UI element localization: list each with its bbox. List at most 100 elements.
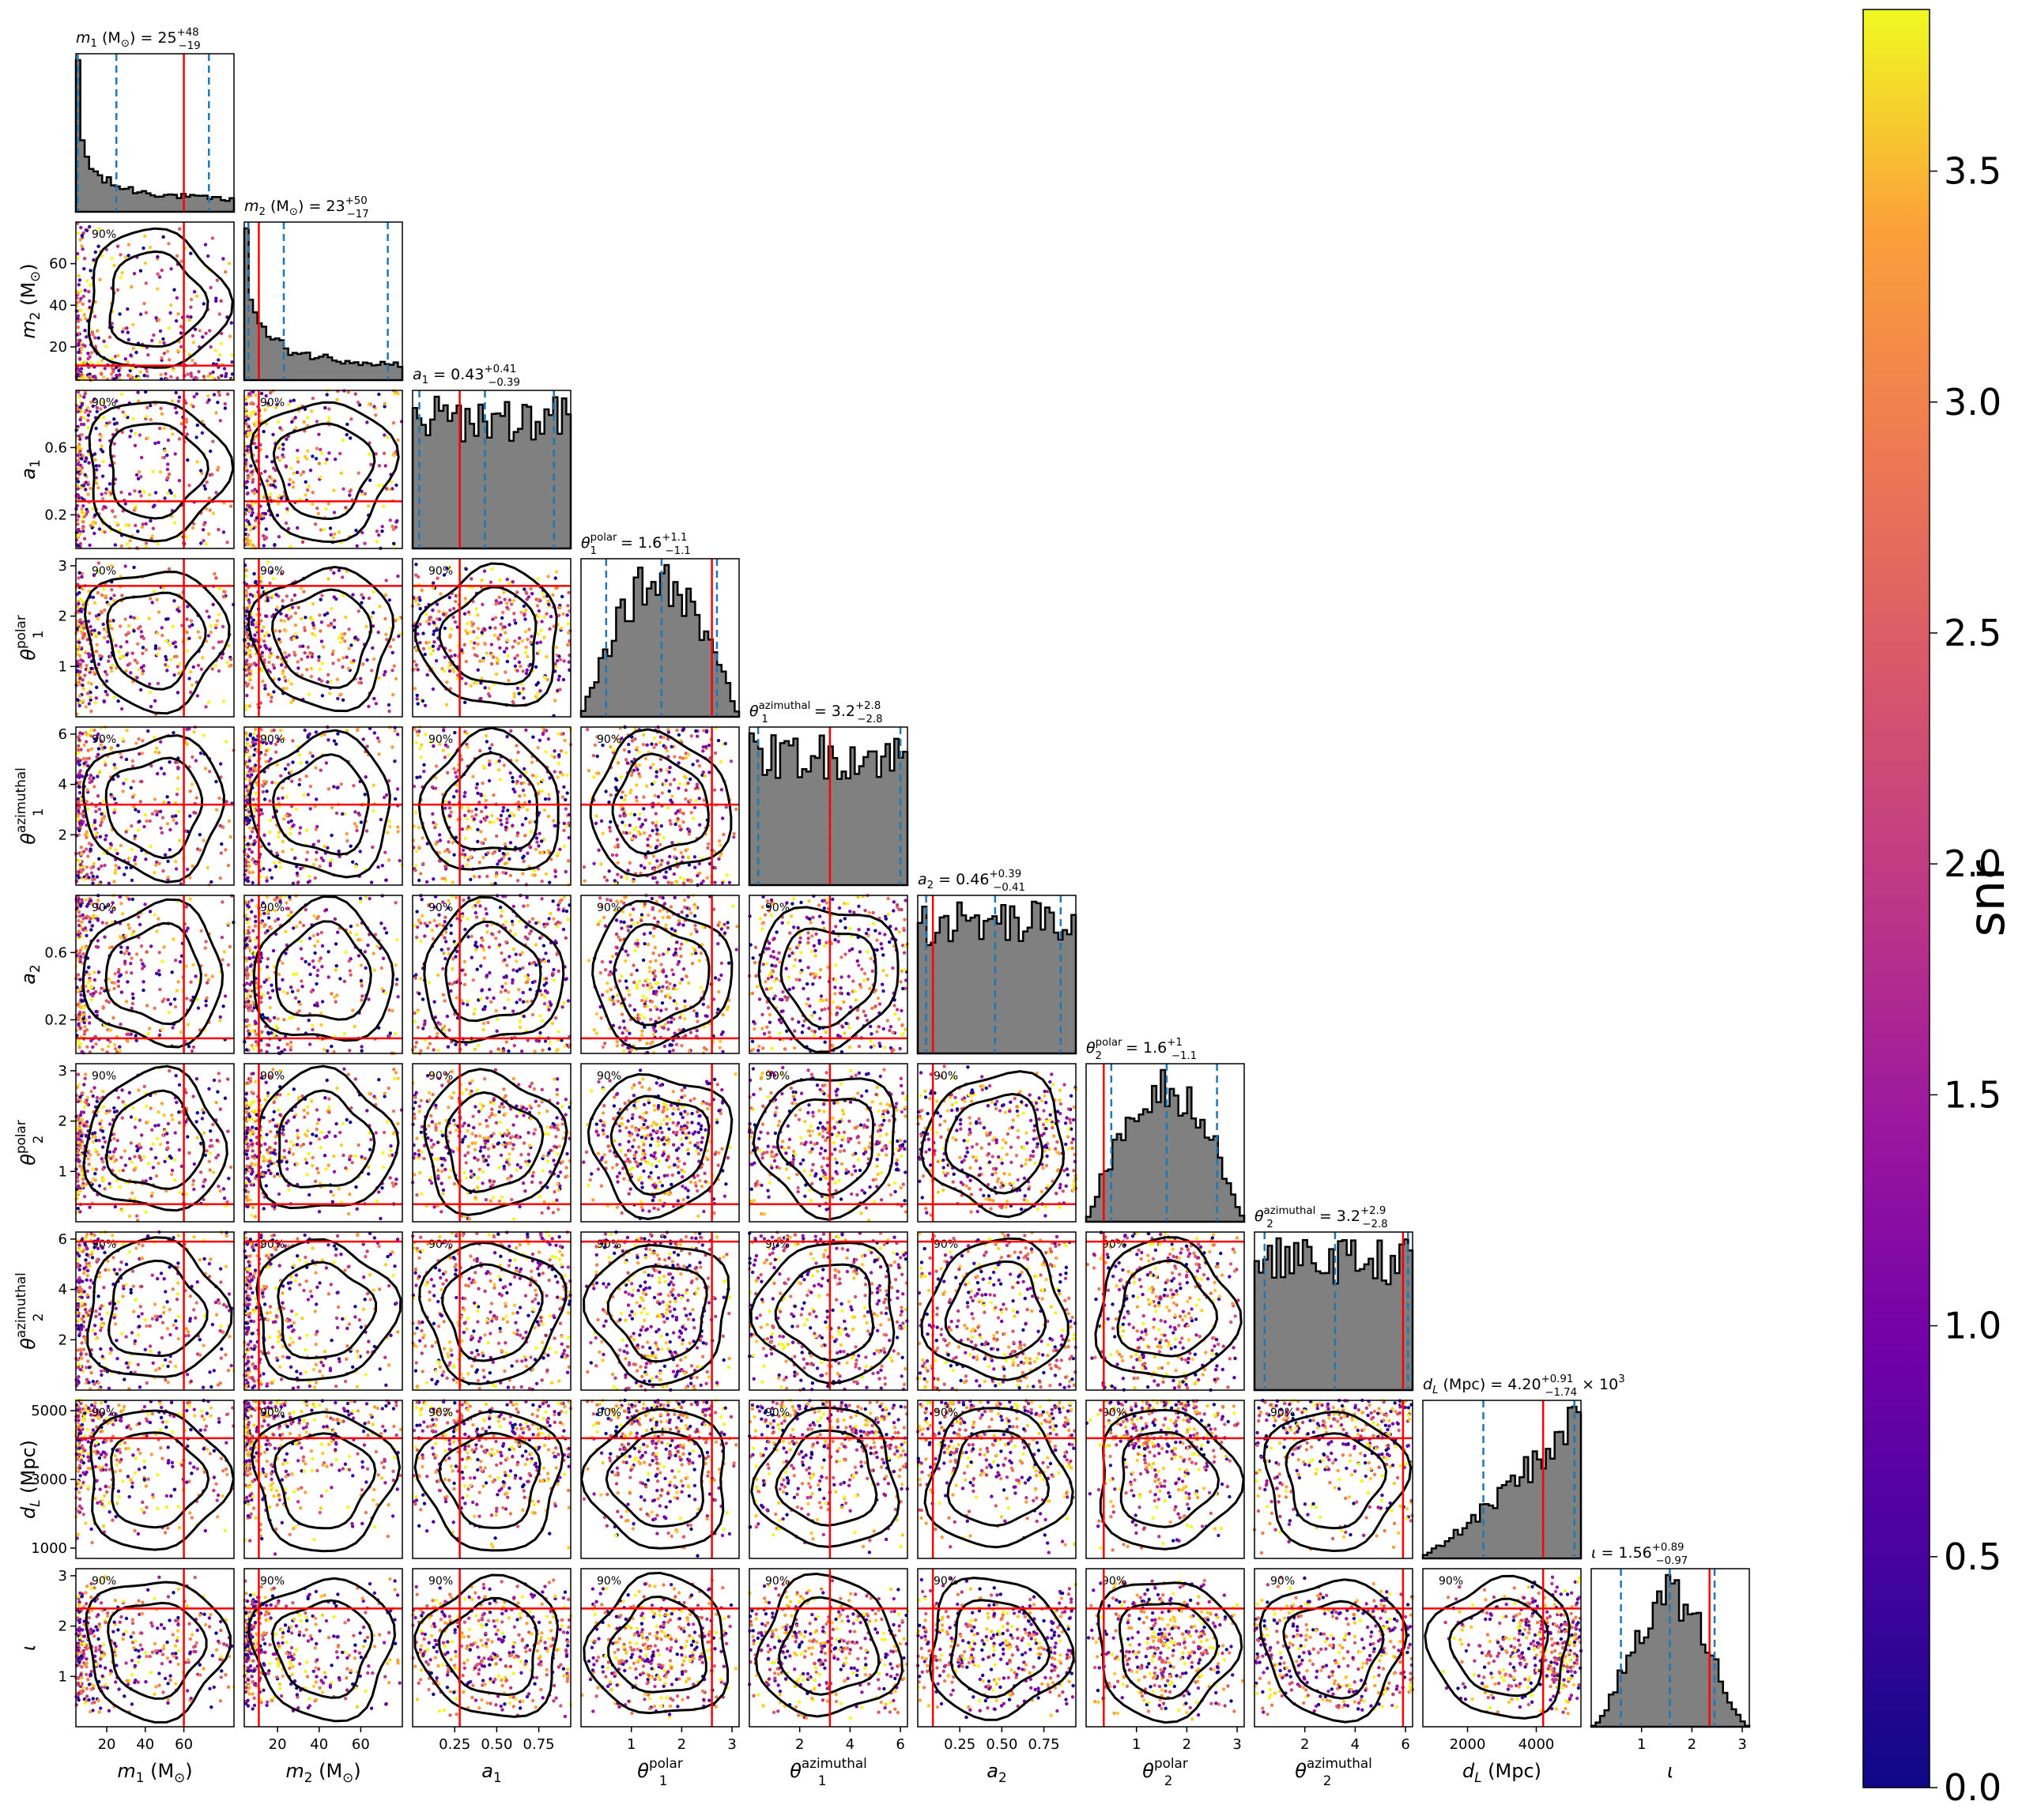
sample-point xyxy=(94,832,99,836)
sample-point xyxy=(228,334,232,338)
sample-point xyxy=(392,541,396,545)
sample-point xyxy=(192,290,197,294)
sample-point xyxy=(557,654,561,658)
sample-point xyxy=(92,970,96,974)
sample-point xyxy=(461,848,466,853)
sample-point xyxy=(266,401,270,405)
sample-point xyxy=(495,834,499,838)
sample-point xyxy=(158,329,163,333)
sample-point xyxy=(115,288,120,292)
sample-point xyxy=(397,616,401,620)
sample-point xyxy=(525,597,529,601)
sample-point xyxy=(538,640,543,644)
hist-panel-a1: a1 = 0.43+0.41 −0.39 xyxy=(411,364,572,550)
sample-point xyxy=(508,841,513,845)
sample-point xyxy=(332,785,336,789)
sample-point xyxy=(80,465,85,470)
sample-point xyxy=(677,733,681,737)
sample-point xyxy=(227,819,232,823)
sample-point xyxy=(221,257,225,261)
sample-point xyxy=(624,758,628,762)
sample-point xyxy=(166,462,170,466)
sample-point xyxy=(169,658,173,661)
sample-point xyxy=(345,422,349,427)
sample-point xyxy=(524,771,528,774)
sample-point xyxy=(78,987,82,992)
sample-point xyxy=(697,823,702,827)
sample-point xyxy=(301,923,306,928)
sample-point xyxy=(119,253,123,257)
sample-point xyxy=(167,242,171,246)
sample-point xyxy=(331,649,335,654)
sample-point xyxy=(129,786,133,789)
sample-point xyxy=(319,1023,323,1027)
sample-point xyxy=(496,637,500,641)
sample-point xyxy=(302,590,306,593)
sample-point xyxy=(465,732,470,736)
sample-point xyxy=(119,945,123,949)
sample-point xyxy=(164,658,168,661)
sample-point xyxy=(81,634,86,638)
sample-point xyxy=(306,793,311,797)
sample-point xyxy=(276,1017,280,1021)
sample-point xyxy=(542,635,546,639)
sample-point xyxy=(77,494,81,498)
sample-point xyxy=(334,942,338,946)
sample-point xyxy=(82,266,86,271)
sample-point xyxy=(275,605,279,609)
sample-point xyxy=(678,827,683,832)
sample-point xyxy=(643,866,647,870)
sample-point xyxy=(83,926,88,930)
sample-point xyxy=(414,864,418,868)
sample-point xyxy=(476,627,481,631)
sample-point xyxy=(298,778,302,782)
sample-point xyxy=(319,475,323,480)
sample-point xyxy=(511,775,515,780)
sample-point xyxy=(145,819,149,823)
sample-point xyxy=(175,787,180,791)
sample-point xyxy=(515,834,519,838)
sample-point xyxy=(128,539,132,543)
sample-point xyxy=(100,434,104,439)
sample-point xyxy=(118,312,122,316)
sample-point xyxy=(353,1024,357,1029)
sample-point xyxy=(108,842,113,846)
sample-point xyxy=(357,471,360,475)
sample-point xyxy=(87,915,91,920)
sample-point xyxy=(166,876,170,880)
sample-point xyxy=(251,857,255,862)
sample-point xyxy=(361,662,365,666)
sample-point xyxy=(92,573,96,578)
sample-point xyxy=(438,617,442,621)
sample-point xyxy=(164,639,168,643)
sample-point xyxy=(455,789,458,793)
sample-point xyxy=(311,502,315,507)
sample-point xyxy=(102,375,106,379)
sample-point xyxy=(326,680,330,684)
sample-point xyxy=(557,674,561,678)
sample-point xyxy=(466,809,471,813)
sample-point xyxy=(185,649,189,653)
sample-point xyxy=(419,756,423,759)
sample-point xyxy=(114,643,118,648)
sample-point xyxy=(327,407,331,411)
sample-point xyxy=(601,831,605,835)
sample-point xyxy=(357,609,360,613)
sample-point xyxy=(76,314,81,318)
sample-point xyxy=(153,797,157,801)
sample-point xyxy=(466,857,470,862)
sample-point xyxy=(92,452,97,456)
sample-point xyxy=(275,655,280,659)
sample-point xyxy=(126,360,130,364)
sample-point xyxy=(218,1015,222,1019)
sample-point xyxy=(93,345,98,349)
sample-point xyxy=(103,530,107,534)
sample-point xyxy=(264,748,269,753)
sample-point xyxy=(662,836,666,840)
sample-point xyxy=(556,678,560,682)
sample-point xyxy=(96,336,100,340)
sample-point xyxy=(78,1026,83,1031)
sample-point xyxy=(162,426,166,431)
sample-point xyxy=(89,682,93,686)
sample-point xyxy=(187,318,191,322)
